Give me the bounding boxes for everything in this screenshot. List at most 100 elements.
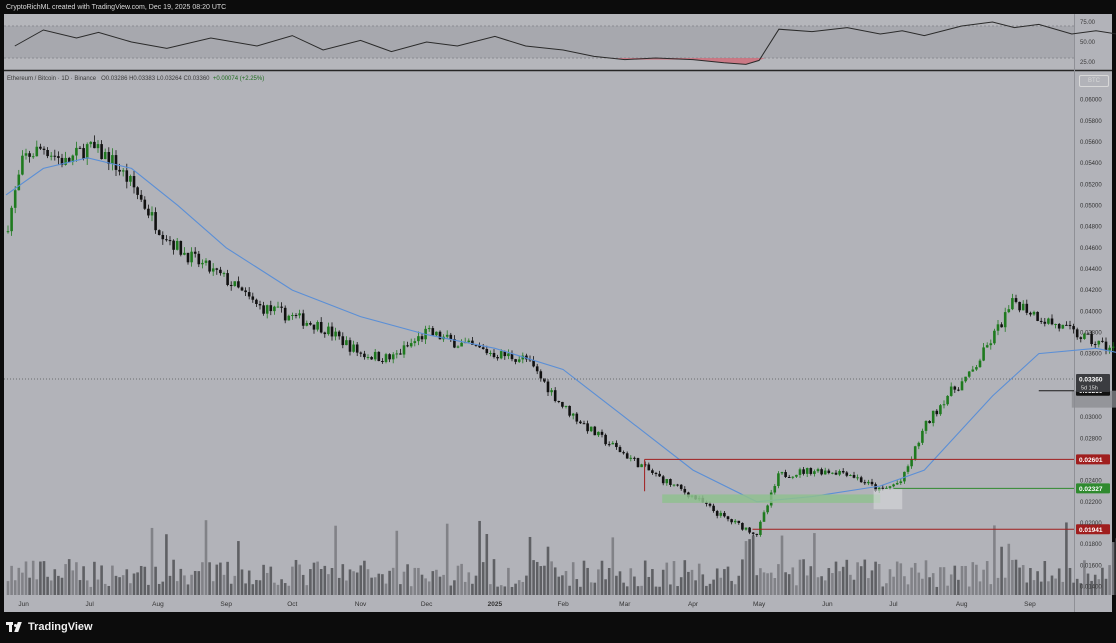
volume-bar bbox=[543, 565, 546, 595]
volume-bar bbox=[1054, 578, 1057, 595]
candle-body bbox=[240, 287, 244, 291]
volume-bar bbox=[586, 567, 589, 595]
candle-body bbox=[319, 321, 323, 333]
volume-bar bbox=[1065, 522, 1068, 595]
candle-body bbox=[337, 331, 341, 337]
candle-body bbox=[1003, 312, 1007, 328]
volume-bar bbox=[939, 567, 942, 595]
candle-body bbox=[629, 457, 633, 459]
candle-body bbox=[409, 343, 413, 347]
candle-body bbox=[103, 152, 107, 160]
currency-badge[interactable]: BTC bbox=[1079, 75, 1109, 87]
candle-body bbox=[712, 505, 715, 512]
candle-body bbox=[391, 354, 395, 360]
candle-body bbox=[111, 155, 114, 164]
volume-bar bbox=[719, 577, 723, 595]
volume-bar bbox=[154, 566, 157, 595]
volume-bar bbox=[197, 571, 201, 595]
volume-bar bbox=[1047, 581, 1050, 595]
time-tick-label: Dec bbox=[421, 601, 433, 608]
candle-body bbox=[906, 466, 910, 472]
volume-bar bbox=[535, 561, 539, 595]
volume-bar bbox=[705, 585, 708, 595]
time-tick-label: Oct bbox=[287, 601, 297, 608]
volume-bar bbox=[982, 569, 985, 595]
volume-bar bbox=[1093, 574, 1097, 595]
price-tick-label: 0.03000 bbox=[1080, 415, 1102, 421]
candle-body bbox=[665, 479, 669, 484]
volume-bar bbox=[921, 578, 924, 595]
candle-body bbox=[730, 519, 733, 523]
candle-body bbox=[93, 141, 96, 149]
candle-body bbox=[633, 457, 636, 459]
volume-bar bbox=[1097, 579, 1101, 595]
volume-bar bbox=[474, 575, 478, 595]
volume-bar bbox=[294, 559, 298, 595]
volume-bar bbox=[57, 575, 60, 595]
price-tick-label: 0.04200 bbox=[1080, 288, 1102, 294]
candle-body bbox=[723, 512, 726, 517]
candle-body bbox=[647, 464, 651, 471]
candle-body bbox=[1086, 333, 1090, 335]
candle-body bbox=[24, 153, 28, 156]
volume-bar bbox=[258, 580, 262, 595]
volume-bar bbox=[726, 566, 730, 595]
candle-body bbox=[859, 477, 863, 483]
candle-body bbox=[849, 474, 852, 476]
volume-bar bbox=[643, 560, 647, 595]
candle-body bbox=[233, 281, 237, 287]
volume-bar bbox=[874, 561, 877, 595]
volume-bar bbox=[845, 559, 849, 595]
volume-bar bbox=[67, 559, 71, 595]
volume-bar bbox=[553, 567, 557, 595]
volume-bar bbox=[492, 559, 496, 595]
volume-bar bbox=[402, 571, 406, 595]
candle-body bbox=[226, 273, 229, 285]
candle-body bbox=[186, 252, 190, 263]
volume-bar bbox=[427, 581, 431, 595]
candle-body bbox=[903, 471, 906, 482]
candle-body bbox=[1021, 303, 1025, 311]
volume-bar bbox=[291, 566, 294, 595]
volume-bar bbox=[129, 583, 132, 595]
price-tick-label: 0.01600 bbox=[1080, 563, 1102, 569]
price-tick-label: 0.05000 bbox=[1080, 203, 1102, 209]
price-tick-label: 0.05600 bbox=[1080, 140, 1102, 146]
candle-body bbox=[953, 386, 957, 390]
volume-bar bbox=[931, 573, 935, 595]
time-tick-label: Jul bbox=[86, 601, 95, 608]
candle-body bbox=[705, 502, 708, 504]
candle-body bbox=[960, 381, 964, 391]
volume-bar bbox=[798, 559, 802, 595]
candle-body bbox=[247, 292, 251, 297]
price-tick-label: 0.03600 bbox=[1080, 352, 1102, 358]
candle-body bbox=[615, 442, 618, 448]
volume-bar bbox=[795, 585, 798, 595]
volume-bar bbox=[269, 566, 273, 595]
volume-bar bbox=[514, 583, 517, 595]
volume-bar bbox=[82, 566, 85, 595]
volume-bar bbox=[276, 584, 280, 595]
volume-bar bbox=[507, 567, 510, 595]
candle-body bbox=[114, 155, 118, 170]
candle-body bbox=[924, 420, 928, 431]
volume-bar bbox=[1061, 581, 1065, 595]
volume-bar bbox=[456, 565, 460, 595]
time-tick-label: 2025 bbox=[488, 601, 503, 608]
volume-bar bbox=[1050, 575, 1054, 595]
candle-body bbox=[557, 401, 561, 403]
candle-body bbox=[1043, 321, 1047, 324]
volume-bar bbox=[820, 576, 823, 595]
candle-body bbox=[190, 251, 193, 263]
volume-bar bbox=[867, 578, 870, 595]
candle-body bbox=[1007, 309, 1011, 313]
volume-bar bbox=[679, 577, 683, 595]
volume-bar bbox=[316, 561, 319, 595]
volume-bar bbox=[471, 583, 474, 595]
volume-bar bbox=[337, 577, 341, 595]
volume-bar bbox=[1032, 580, 1036, 595]
candle-body bbox=[499, 351, 503, 359]
volume-bar bbox=[622, 582, 625, 595]
volume-bar bbox=[910, 567, 913, 595]
